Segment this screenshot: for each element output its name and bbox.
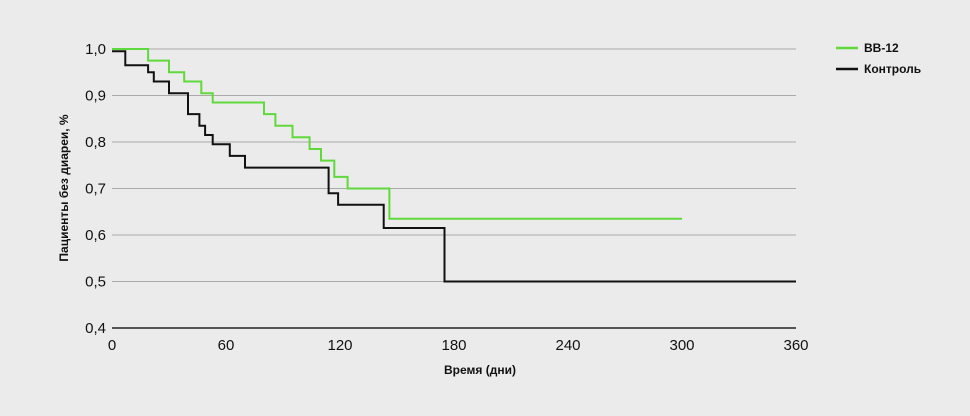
y-tick-label: 0,7 bbox=[85, 181, 106, 198]
series-line-bb12 bbox=[112, 48, 682, 220]
y-axis-title: Пациенты без диареи, % bbox=[57, 114, 71, 262]
x-tick-label: 120 bbox=[327, 337, 352, 354]
series-line-control bbox=[112, 50, 796, 283]
y-tick-labels: 0,4 0,5 0,6 0,7 0,8 0,9 1,0 bbox=[85, 41, 106, 337]
x-tick-label: 360 bbox=[783, 337, 808, 354]
x-tick-label: 300 bbox=[669, 337, 694, 354]
x-tick-label: 0 bbox=[108, 337, 116, 354]
y-tick-label: 0,4 bbox=[85, 320, 106, 337]
y-tick-label: 0,5 bbox=[85, 274, 106, 291]
x-axis-title: Время (дни) bbox=[444, 363, 516, 377]
x-tick-label: 180 bbox=[441, 337, 466, 354]
legend-label-bb12: BB-12 bbox=[864, 41, 899, 55]
x-tick-label: 240 bbox=[555, 337, 580, 354]
legend-label-control: Контроль bbox=[864, 62, 921, 76]
y-tick-label: 0,9 bbox=[85, 88, 106, 105]
series-layer bbox=[112, 48, 796, 283]
x-tick-labels: 0 60 120 180 240 300 360 bbox=[108, 337, 809, 354]
y-tick-label: 0,6 bbox=[85, 227, 106, 244]
y-tick-label: 0,8 bbox=[85, 134, 106, 151]
gridlines bbox=[112, 48, 796, 282]
legend: BB-12 Контроль bbox=[836, 41, 921, 76]
x-tick-label: 60 bbox=[218, 337, 235, 354]
y-tick-label: 1,0 bbox=[85, 41, 106, 58]
